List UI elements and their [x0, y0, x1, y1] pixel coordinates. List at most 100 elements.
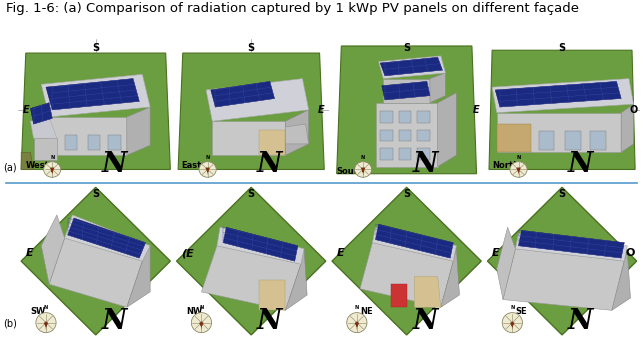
Polygon shape: [201, 246, 301, 310]
Polygon shape: [512, 322, 513, 330]
Polygon shape: [41, 74, 150, 117]
Text: West: West: [26, 161, 50, 170]
Polygon shape: [41, 215, 65, 284]
Polygon shape: [332, 187, 481, 335]
Text: S: S: [559, 189, 566, 199]
Polygon shape: [376, 224, 453, 258]
Text: Ε: Ε: [337, 248, 344, 259]
Polygon shape: [21, 187, 170, 335]
Polygon shape: [417, 111, 430, 123]
Polygon shape: [108, 136, 121, 150]
Text: N: N: [355, 305, 359, 310]
Text: N: N: [257, 308, 282, 335]
Text: East: East: [181, 161, 201, 170]
Polygon shape: [223, 227, 298, 261]
Text: N: N: [102, 151, 127, 178]
Polygon shape: [380, 111, 393, 123]
Polygon shape: [518, 169, 519, 175]
Polygon shape: [360, 243, 453, 307]
Text: S: S: [248, 189, 255, 199]
Polygon shape: [590, 131, 606, 150]
Polygon shape: [30, 117, 57, 138]
Circle shape: [44, 162, 60, 177]
Text: N: N: [413, 308, 438, 335]
Polygon shape: [211, 81, 275, 107]
Polygon shape: [285, 124, 309, 144]
Text: North: North: [492, 161, 520, 170]
Polygon shape: [391, 284, 406, 307]
Polygon shape: [383, 79, 430, 103]
Text: S: S: [92, 189, 99, 199]
Polygon shape: [88, 136, 100, 150]
Polygon shape: [30, 103, 52, 124]
Text: O: O: [630, 105, 638, 115]
Text: S: S: [403, 189, 410, 199]
Polygon shape: [417, 130, 430, 141]
Polygon shape: [356, 322, 358, 330]
Polygon shape: [503, 249, 624, 310]
Polygon shape: [51, 169, 53, 175]
Text: Ε: Ε: [492, 248, 500, 259]
Polygon shape: [565, 131, 581, 150]
Polygon shape: [497, 124, 531, 152]
Circle shape: [199, 162, 216, 177]
Polygon shape: [49, 117, 127, 155]
Polygon shape: [285, 110, 309, 155]
Text: Ε: Ε: [318, 105, 324, 115]
Polygon shape: [376, 103, 438, 167]
Polygon shape: [399, 130, 412, 141]
Polygon shape: [379, 56, 446, 79]
Polygon shape: [399, 111, 412, 123]
Text: N: N: [50, 154, 54, 160]
Circle shape: [510, 162, 527, 177]
Polygon shape: [441, 249, 460, 307]
Polygon shape: [217, 227, 304, 264]
Polygon shape: [21, 53, 170, 169]
Text: (b): (b): [3, 319, 17, 329]
Polygon shape: [495, 81, 621, 107]
Polygon shape: [487, 187, 637, 335]
Polygon shape: [621, 104, 633, 152]
Polygon shape: [382, 81, 430, 100]
Polygon shape: [259, 280, 285, 310]
Polygon shape: [201, 322, 203, 330]
Polygon shape: [285, 249, 307, 310]
Polygon shape: [518, 231, 624, 258]
Polygon shape: [380, 130, 393, 141]
Text: O: O: [626, 248, 635, 259]
Text: S: S: [559, 43, 566, 53]
Text: (Ε: (Ε: [181, 248, 194, 259]
Text: N: N: [361, 154, 365, 160]
Text: N: N: [510, 305, 514, 310]
Text: N: N: [257, 151, 282, 178]
Text: N: N: [206, 154, 210, 160]
Polygon shape: [127, 246, 150, 307]
Polygon shape: [178, 53, 324, 169]
Text: N: N: [568, 151, 593, 178]
Polygon shape: [414, 276, 441, 307]
Text: South: South: [337, 167, 365, 176]
Polygon shape: [497, 113, 621, 152]
Polygon shape: [206, 79, 309, 121]
Polygon shape: [492, 79, 633, 113]
Text: S: S: [92, 43, 99, 53]
Circle shape: [192, 313, 212, 333]
Text: S: S: [403, 43, 410, 53]
Polygon shape: [363, 169, 364, 175]
Text: S: S: [248, 43, 255, 53]
Circle shape: [502, 313, 522, 333]
Polygon shape: [489, 50, 635, 169]
Text: Ε: Ε: [26, 248, 33, 259]
Text: N: N: [102, 308, 127, 335]
Text: NE: NE: [360, 308, 372, 316]
Text: SE: SE: [516, 308, 527, 316]
Polygon shape: [177, 187, 326, 335]
Polygon shape: [399, 148, 412, 160]
Polygon shape: [46, 79, 140, 110]
Polygon shape: [259, 130, 285, 155]
Text: N: N: [44, 305, 48, 310]
Polygon shape: [430, 73, 446, 103]
Polygon shape: [45, 322, 47, 330]
Polygon shape: [127, 107, 150, 155]
Polygon shape: [539, 131, 554, 150]
